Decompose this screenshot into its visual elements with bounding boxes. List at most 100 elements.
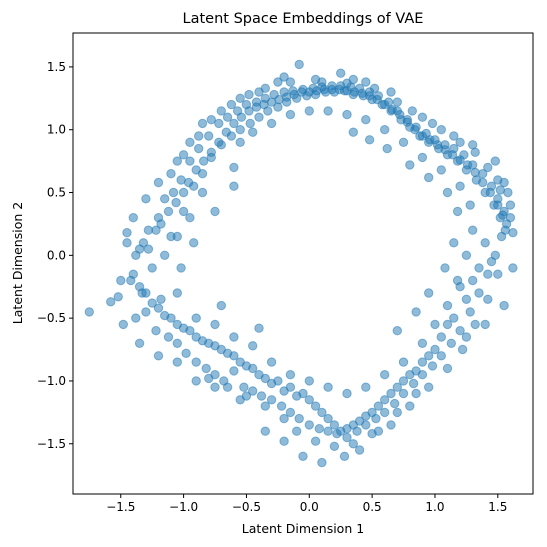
scatter-point: [323, 426, 333, 436]
scatter-point: [151, 326, 161, 336]
x-axis-label: Latent Dimension 1: [242, 521, 364, 536]
scatter-point: [440, 145, 450, 155]
scatter-point: [336, 426, 346, 436]
scatter-point: [256, 391, 267, 401]
scatter-point: [498, 210, 508, 220]
scatter-point: [425, 135, 435, 145]
scatter-point: [235, 357, 245, 367]
scatter-point: [364, 91, 375, 101]
scatter-point: [461, 332, 472, 342]
scatter-point: [380, 99, 390, 110]
y-tick-label: 0.5: [47, 186, 66, 200]
scatter-point: [461, 250, 472, 261]
scatter-point: [254, 112, 264, 122]
scatter-point: [163, 206, 174, 217]
scatter-point: [329, 420, 340, 430]
scatter-point: [191, 376, 201, 386]
scatter-point: [348, 439, 358, 449]
scatter-point: [216, 106, 227, 116]
scatter-point: [501, 219, 512, 229]
scatter-point: [485, 187, 495, 198]
scatter-point: [386, 87, 396, 97]
x-tick-label: 0.0: [300, 500, 319, 514]
scatter-point: [189, 238, 199, 248]
scatter-point: [235, 137, 245, 148]
y-axis-ticks: −1.5 −1.0 −0.5 0.0 0.5 1.0 1.5: [37, 60, 73, 451]
scatter-point: [493, 269, 503, 279]
scatter-point: [156, 294, 166, 304]
scatter-point: [342, 388, 352, 399]
scatter-point: [292, 391, 302, 401]
scatter-point: [349, 87, 360, 97]
scatter-point: [244, 89, 254, 100]
scatter-point: [141, 194, 151, 204]
x-tick-label: −0.5: [232, 500, 261, 514]
scatter-point: [468, 275, 478, 286]
scatter-point: [197, 118, 208, 129]
scatter-point: [465, 307, 475, 317]
scatter-point: [417, 152, 428, 163]
scatter-point: [128, 269, 139, 279]
scatter-point: [279, 386, 289, 396]
scatter-point: [317, 457, 327, 468]
scatter-point: [131, 313, 141, 323]
scatter-point: [449, 313, 459, 323]
scatter-point: [214, 118, 224, 129]
scatter-point: [386, 420, 396, 430]
scatter-point: [382, 143, 392, 154]
scatter-point: [310, 436, 321, 446]
y-tick-label: 1.0: [47, 123, 66, 137]
scatter-point: [432, 140, 443, 150]
scatter-point: [447, 150, 458, 160]
scatter-point: [361, 411, 371, 421]
y-tick-label: −0.5: [37, 311, 66, 325]
scatter-point: [490, 156, 500, 166]
scatter-point: [493, 200, 503, 210]
scatter-point: [194, 131, 204, 141]
scatter-point: [191, 332, 201, 342]
scatter-point: [480, 238, 490, 248]
scatter-point: [417, 357, 428, 367]
scatter-point: [486, 256, 497, 267]
scatter-point: [235, 125, 245, 135]
scatter-point: [455, 137, 465, 148]
scatter-point: [470, 167, 480, 178]
scatter-point: [239, 382, 249, 392]
scatter-point: [260, 83, 270, 94]
scatter-point: [505, 200, 516, 210]
scatter-point: [168, 187, 179, 198]
scatter-point: [160, 310, 170, 321]
scatter-point: [204, 373, 214, 384]
scatter-point: [457, 344, 468, 355]
scatter-point: [361, 115, 371, 125]
scatter-point: [244, 106, 254, 116]
scatter-point: [455, 155, 465, 165]
scatter-point: [474, 288, 484, 298]
scatter-point: [398, 388, 409, 399]
scatter-point: [380, 395, 390, 405]
scatter-point: [276, 401, 287, 411]
scatter-point: [373, 401, 384, 411]
scatter-point: [495, 185, 505, 195]
scatter-point: [334, 84, 345, 95]
scatter-point: [279, 72, 289, 82]
scatter-point: [172, 288, 183, 298]
scatter-point: [248, 386, 258, 396]
scatter-point: [197, 187, 208, 198]
y-tick-label: 0.0: [47, 248, 66, 262]
scatter-point: [185, 213, 195, 223]
scatter-point: [134, 338, 145, 348]
scatter-point: [483, 162, 493, 173]
scatter-point: [380, 407, 390, 418]
scatter-point: [294, 413, 304, 424]
scatter-point: [134, 282, 145, 292]
scatter-point: [172, 357, 183, 367]
y-tick-label: −1.0: [37, 374, 66, 388]
scatter-point: [424, 351, 434, 361]
scatter-point: [206, 115, 217, 125]
y-axis-label: Latent Dimension 2: [10, 202, 25, 324]
scatter-point: [122, 238, 132, 248]
scatter-point: [229, 366, 239, 376]
x-tick-label: −1.0: [169, 500, 198, 514]
plot-frame: [72, 32, 534, 495]
